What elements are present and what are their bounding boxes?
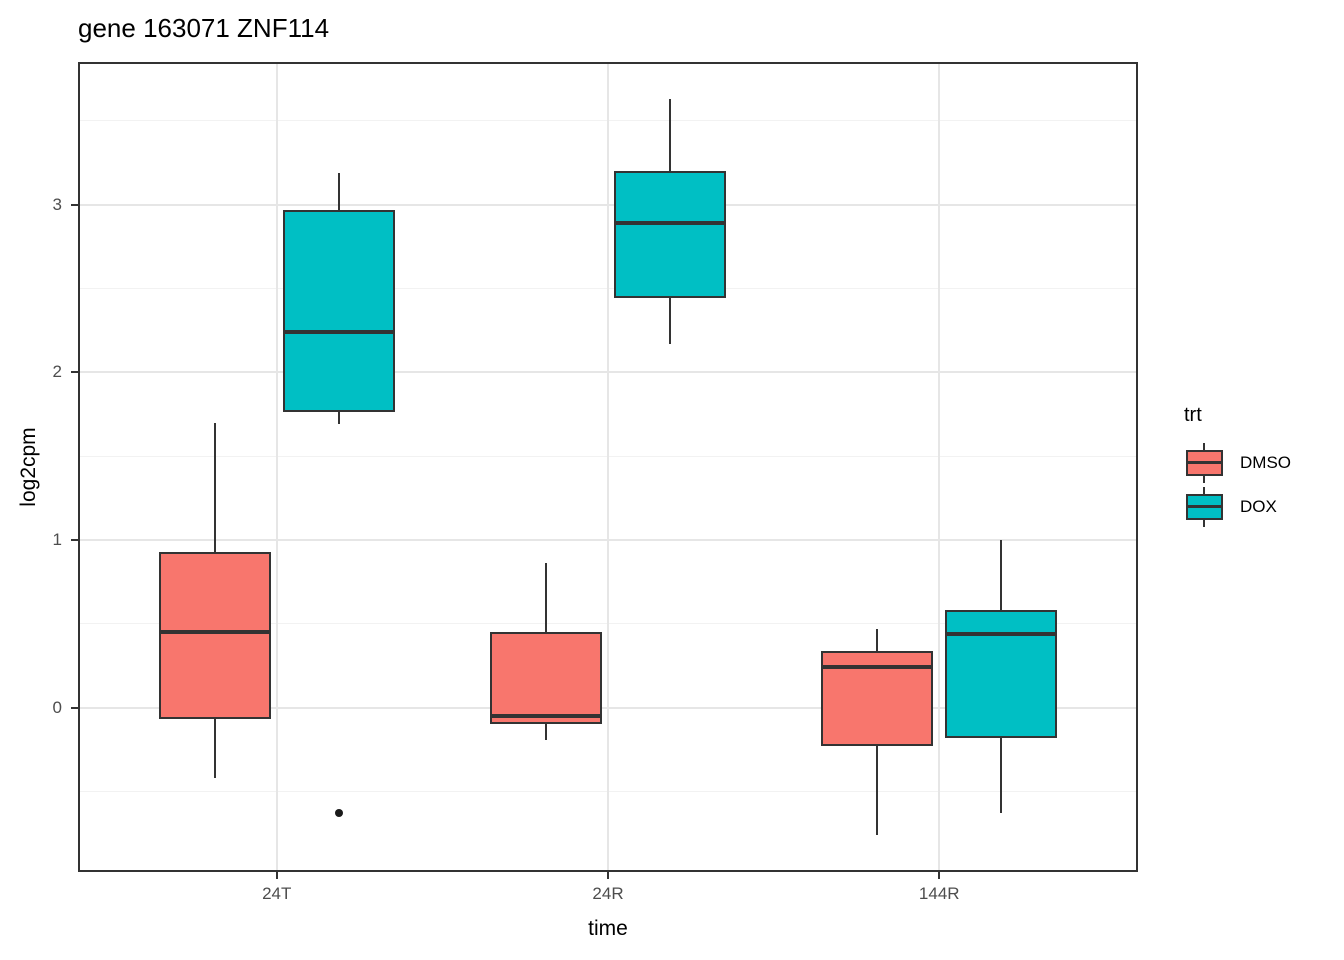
y-tick [71, 538, 78, 541]
boxplot-key-icon [1186, 441, 1223, 485]
legend-item-dox: DOX [1186, 485, 1291, 529]
median-line [614, 220, 727, 225]
x-tick-label: 24R [592, 884, 624, 903]
y-tick-label: 0 [52, 697, 62, 717]
plot-panel-layers [80, 64, 1136, 870]
plot-panel [78, 62, 1138, 872]
gridline-x-major [938, 64, 941, 870]
boxplot-box-24R-DMSO [489, 632, 602, 725]
key-median [1186, 505, 1223, 508]
key-median [1186, 461, 1223, 464]
outlier-point [334, 809, 343, 818]
x-tick [607, 872, 609, 879]
y-axis-title: log2cpm [17, 427, 40, 507]
legend-item-dmso: DMSO [1186, 441, 1291, 485]
median-line [158, 630, 271, 635]
boxplot-box-24R-DOX [614, 171, 727, 299]
boxplot-box-24T-DOX [282, 209, 395, 413]
gridline-x-major [275, 64, 278, 870]
x-tick-label: 24T [262, 884, 292, 903]
median-line [945, 631, 1058, 636]
median-line [282, 330, 395, 334]
y-tick-label: 1 [52, 529, 62, 549]
boxplot-box-144R-DOX [945, 610, 1058, 738]
x-axis-title: time [588, 917, 628, 940]
y-tick [71, 706, 78, 709]
x-tick [275, 872, 278, 879]
legend-label: DMSO [1240, 453, 1291, 472]
median-line [821, 665, 934, 670]
legend-title: trt [1184, 404, 1202, 426]
y-tick-label: 2 [52, 362, 62, 382]
gridline-x-major [607, 64, 609, 870]
legend-label: DOX [1240, 497, 1277, 516]
legend: trt DMSO DOX [1184, 404, 1291, 529]
x-tick [938, 872, 941, 879]
boxplot-box-24T-DMSO [158, 551, 271, 720]
y-tick [71, 203, 78, 206]
x-tick-label: 144R [918, 884, 960, 903]
y-tick-label: 3 [52, 194, 62, 214]
boxplot-key-icon [1186, 485, 1223, 529]
plot-title: gene 163071 ZNF114 [78, 13, 330, 43]
y-tick [71, 371, 78, 374]
median-line [489, 714, 602, 719]
